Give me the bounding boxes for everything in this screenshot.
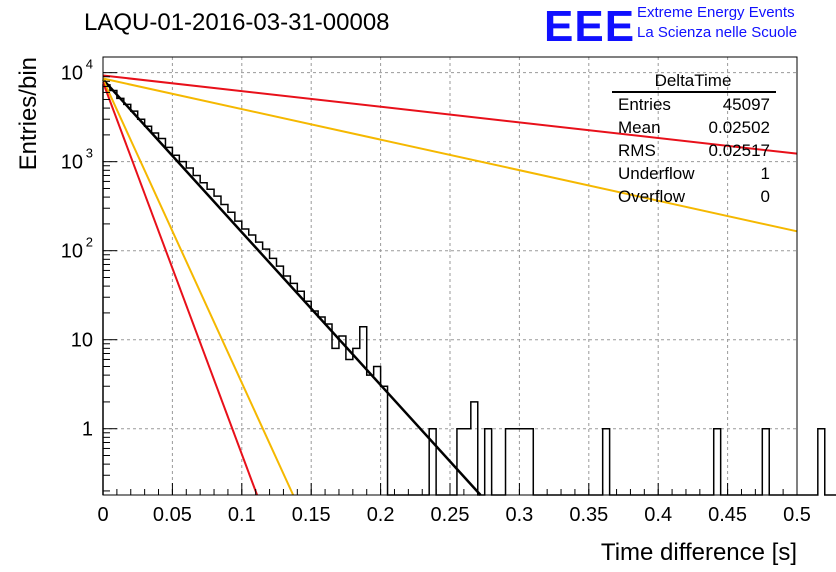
axes: 0 0.05 0.1 0.15 0.2 0.25 0.3 0.35 0.4 0.45 0.51101… (61, 57, 811, 526)
x-tick-label: 0.3 (505, 504, 533, 526)
fit-line-fast-lower (102, 81, 259, 496)
x-tick-label: 0.2 (367, 504, 395, 526)
logo-line-1: Extreme Energy Events (637, 4, 795, 21)
chart-title: LAQU-01-2016-03-31-00008 (84, 9, 390, 36)
y-tick-label: 1 (82, 419, 93, 441)
fit-line-fast-upper (102, 78, 295, 496)
logo-line-2: La Scienza nelle Scuole (637, 24, 798, 41)
y-tick-label: 10 (61, 63, 83, 85)
stats-label-overflow: Overflow (618, 187, 686, 206)
stats-label-rms: RMS (618, 141, 656, 160)
fit-line-fit (102, 78, 482, 496)
x-axis-label: Time difference [s] (601, 539, 797, 566)
stats-value-mean: 0.02502 (709, 118, 770, 137)
stats-box: DeltaTime Entries 45097 Mean 0.02502 RMS… (612, 71, 776, 206)
y-tick-label: 10 (71, 330, 93, 352)
y-tick-exponent: 4 (86, 57, 93, 72)
y-tick-exponent: 3 (86, 146, 93, 161)
y-tick-label: 10 (61, 241, 83, 263)
x-tick-label: 0.5 (783, 504, 811, 526)
stats-title: DeltaTime (655, 71, 732, 90)
histogram (102, 84, 836, 496)
fit-line-slow-lower (102, 77, 798, 233)
x-tick-label: 0.15 (292, 504, 331, 526)
y-tick-label: 10 (61, 152, 83, 174)
stats-label-entries: Entries (618, 95, 671, 114)
x-tick-label: 0.4 (644, 504, 672, 526)
fit-lines (102, 74, 798, 496)
x-tick-label: 0.25 (431, 504, 470, 526)
stats-value-entries: 45097 (723, 95, 770, 114)
stats-value-overflow: 0 (761, 187, 770, 206)
stats-value-underflow: 1 (761, 164, 770, 183)
y-axis-label: Entries/bin (15, 57, 42, 170)
x-tick-label: 0.45 (708, 504, 747, 526)
eee-logo-mark: EEE (544, 2, 636, 51)
x-tick-label: 0.1 (228, 504, 256, 526)
histogram-outline (102, 84, 836, 496)
stats-label-mean: Mean (618, 118, 661, 137)
x-tick-label: 0.05 (153, 504, 192, 526)
fit-line-slow-upper (102, 74, 798, 155)
x-tick-label: 0.35 (569, 504, 608, 526)
y-tick-exponent: 2 (86, 235, 93, 250)
stats-label-underflow: Underflow (618, 164, 695, 183)
stats-value-rms: 0.02517 (709, 141, 770, 160)
x-tick-label: 0 (97, 504, 108, 526)
